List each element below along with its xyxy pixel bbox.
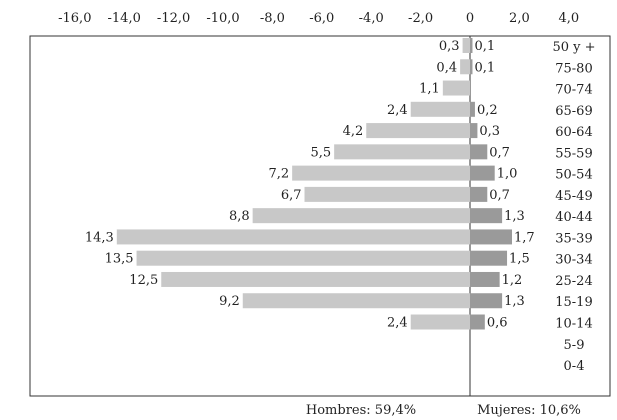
x-axis-ticks: -16,0 -14,0 -12,0 -10,0 -8,0 -6,0 -4,0 -2,0 0 2,0… (58, 11, 579, 26)
data-label-mujeres: 0,7 (489, 188, 510, 203)
bar-hombres (410, 101, 470, 117)
data-label-hombres: 5,5 (310, 145, 331, 160)
category-label: 50 y + (552, 40, 595, 55)
data-label-mujeres: 1,3 (504, 294, 525, 309)
bar-hombres (366, 123, 470, 139)
bar-hombres (136, 250, 471, 266)
data-label-mujeres: 0,1 (474, 39, 495, 54)
data-label-hombres: 2,4 (387, 316, 408, 331)
bar-hombres (410, 314, 470, 330)
x-tick-label: -16,0 (58, 11, 91, 26)
category-label: 35-39 (555, 231, 592, 246)
category-label: 15-19 (555, 295, 592, 310)
category-label: 10-14 (555, 317, 592, 332)
data-label-mujeres: 1,5 (509, 252, 530, 267)
bar-mujeres (470, 165, 495, 181)
x-tick-label: -4,0 (359, 11, 384, 26)
x-tick-label: 2,0 (509, 11, 530, 26)
x-tick-label: -14,0 (108, 11, 141, 26)
category-label: 55-59 (555, 146, 592, 161)
bar-mujeres (470, 250, 508, 266)
data-label-mujeres: 0,6 (487, 316, 508, 331)
legend: Hombres: 59,4% Mujeres: 10,6% (306, 403, 581, 418)
data-label-hombres: 14,3 (85, 230, 114, 245)
bar-hombres (460, 59, 470, 75)
data-label-hombres: 0,3 (439, 39, 460, 54)
data-label-hombres: 6,7 (281, 188, 302, 203)
bar-hombres (334, 144, 470, 160)
data-label-mujeres: 0,1 (474, 60, 495, 75)
data-label-hombres: 2,4 (387, 103, 408, 118)
bar-mujeres (470, 229, 512, 245)
bar-hombres (242, 293, 470, 309)
data-label-mujeres: 1,0 (497, 167, 518, 182)
data-label-mujeres: 0,2 (477, 103, 498, 118)
bar-mujeres (470, 59, 473, 75)
data-label-mujeres: 1,3 (504, 209, 525, 224)
bar-hombres (252, 208, 470, 224)
category-label: 65-69 (555, 104, 592, 119)
bar-hombres (116, 229, 470, 245)
bar-hombres (161, 271, 470, 287)
category-label: 70-74 (555, 83, 592, 98)
x-tick-label: 4,0 (558, 11, 579, 26)
data-label-hombres: 13,5 (105, 252, 134, 267)
x-tick-label: 0 (466, 11, 474, 26)
bar-mujeres (470, 123, 478, 139)
category-label: 75-80 (555, 61, 592, 76)
category-labels: 50 y + 75-80 70-74 65-69 60-64 55-59 50-54 45-4… (552, 40, 595, 374)
bar-mujeres (470, 144, 488, 160)
plot-border (29, 35, 611, 397)
bar-hombres (462, 38, 470, 53)
legend-hombres: Hombres: 59,4% (306, 403, 416, 418)
bar-mujeres (470, 314, 485, 330)
x-tick-label: -2,0 (408, 11, 433, 26)
data-label-mujeres: 1,7 (514, 230, 535, 245)
category-label: 40-44 (555, 210, 592, 225)
bars (116, 38, 512, 330)
category-label: 60-64 (555, 125, 592, 140)
data-labels: 0,3 0,4 1,1 2,4 4,2 5,5 7,2 6,7 8,8 14,3 13,5 12,5 9… (85, 39, 535, 331)
bar-mujeres (470, 186, 488, 202)
bar-mujeres (470, 38, 473, 53)
data-label-hombres: 7,2 (268, 167, 289, 182)
category-label: 50-54 (555, 168, 592, 183)
category-label: 30-34 (555, 253, 592, 268)
data-label-hombres: 9,2 (219, 294, 240, 309)
x-tick-label: -8,0 (260, 11, 285, 26)
data-label-mujeres: 0,3 (479, 124, 500, 139)
bar-mujeres (470, 293, 503, 309)
category-label: 5-9 (564, 338, 585, 353)
x-tick-label: -10,0 (206, 11, 239, 26)
data-label-hombres: 12,5 (129, 273, 158, 288)
data-label-hombres: 8,8 (229, 209, 250, 224)
data-label-hombres: 4,2 (343, 124, 364, 139)
data-label-hombres: 0,4 (436, 60, 457, 75)
bar-hombres (304, 186, 470, 202)
data-label-mujeres: 0,7 (489, 145, 510, 160)
category-label: 0-4 (564, 359, 585, 374)
bar-hombres (292, 165, 470, 181)
bar-mujeres (470, 271, 500, 287)
bar-mujeres (470, 101, 475, 117)
bar-hombres (442, 80, 470, 96)
data-label-mujeres: 1,2 (502, 273, 523, 288)
category-label: 45-49 (555, 189, 592, 204)
legend-mujeres: Mujeres: 10,6% (477, 403, 581, 418)
x-tick-label: -6,0 (309, 11, 334, 26)
x-tick-label: -12,0 (157, 11, 190, 26)
bar-mujeres (470, 208, 503, 224)
category-label: 25-24 (555, 274, 592, 289)
data-label-hombres: 1,1 (419, 82, 440, 97)
